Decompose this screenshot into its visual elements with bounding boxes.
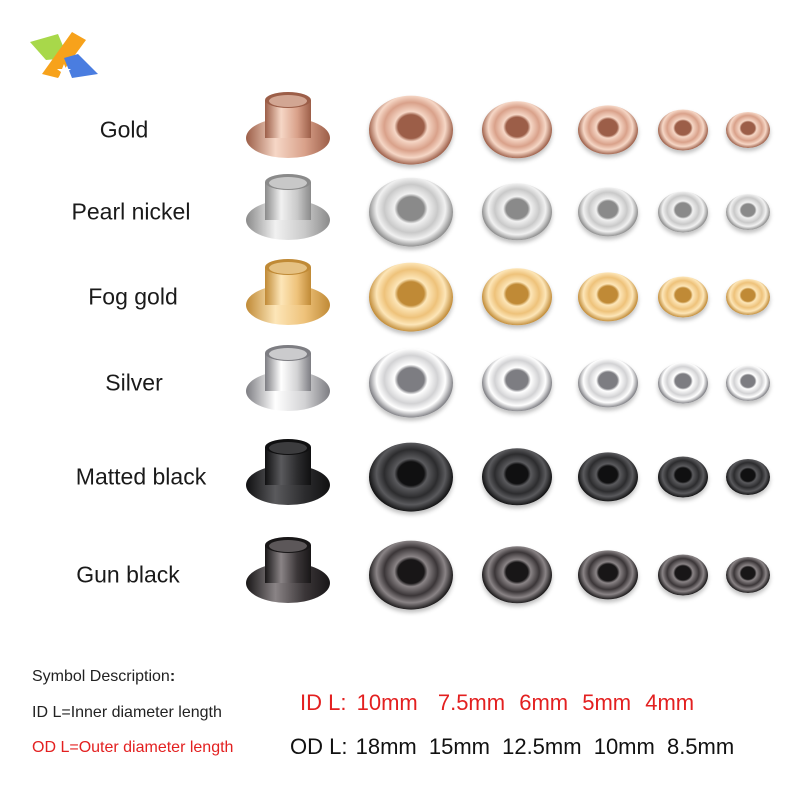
eyelet-top-view xyxy=(658,362,708,404)
eyelet-top-view xyxy=(482,354,552,412)
eyelet-top-view xyxy=(369,262,453,332)
eyelet-top-view xyxy=(578,187,638,237)
legend-id-definition: ID L=Inner diameter length xyxy=(32,704,222,721)
eyelet-side-view xyxy=(246,174,330,240)
brand-logo xyxy=(30,32,98,78)
eyelet-top-view xyxy=(658,276,708,318)
eyelet-top-view xyxy=(578,272,638,322)
eyelet-top-view xyxy=(369,540,453,610)
eyelet-top-view xyxy=(658,554,708,596)
eyelet-top-view xyxy=(658,456,708,498)
eyelet-top-view xyxy=(726,364,770,402)
id-sizes: ID L: 10mm 7.5mm 6mm 5mm 4mm xyxy=(300,690,695,715)
eyelet-top-view xyxy=(726,193,770,231)
eyelet-top-view xyxy=(482,101,552,159)
finish-label: Matted black xyxy=(75,463,207,490)
eyelet-top-view xyxy=(578,105,638,155)
finish-label: Silver xyxy=(105,369,163,396)
legend-od-definition: OD L=Outer diameter length xyxy=(32,739,234,756)
eyelet-side-view xyxy=(246,345,330,411)
legend-title: Symbol Description: xyxy=(32,668,176,685)
eyelet-side-view xyxy=(246,92,330,158)
finish-label: Gold xyxy=(99,116,149,143)
eyelet-side-view xyxy=(246,537,330,603)
eyelet-top-view xyxy=(482,268,552,326)
eyelet-side-view xyxy=(246,259,330,325)
finish-label: Gun black xyxy=(76,561,180,588)
eyelet-top-view xyxy=(369,442,453,512)
finish-label: Fog gold xyxy=(88,283,178,310)
eyelet-top-view xyxy=(726,278,770,316)
finish-label: Pearl nickel xyxy=(71,198,191,225)
eyelet-top-view xyxy=(369,348,453,418)
eyelet-top-view xyxy=(658,191,708,233)
eyelet-top-view xyxy=(578,358,638,408)
eyelet-top-view xyxy=(482,546,552,604)
eyelet-top-view xyxy=(369,95,453,165)
eyelet-top-view xyxy=(726,556,770,594)
eyelet-top-view xyxy=(482,448,552,506)
eyelet-top-view xyxy=(578,550,638,600)
eyelet-top-view xyxy=(658,109,708,151)
eyelet-top-view xyxy=(726,111,770,149)
eyelet-top-view xyxy=(726,458,770,496)
od-sizes: OD L: 18mm 15mm 12.5mm 10mm 8.5mm xyxy=(290,734,735,759)
eyelet-top-view xyxy=(369,177,453,247)
eyelet-side-view xyxy=(246,439,330,505)
eyelet-top-view xyxy=(578,452,638,502)
eyelet-top-view xyxy=(482,183,552,241)
